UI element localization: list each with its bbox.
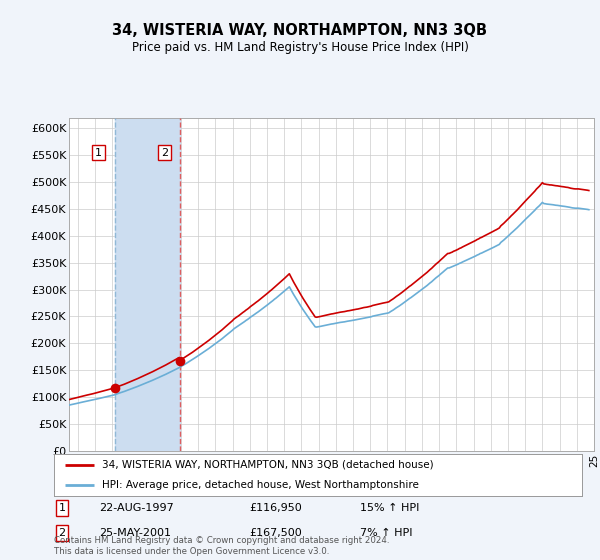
Text: 2: 2 [58, 528, 65, 538]
Text: 1: 1 [95, 147, 102, 157]
Text: Price paid vs. HM Land Registry's House Price Index (HPI): Price paid vs. HM Land Registry's House … [131, 41, 469, 54]
Text: 1: 1 [58, 503, 65, 513]
Text: 25-MAY-2001: 25-MAY-2001 [99, 528, 171, 538]
Text: £167,500: £167,500 [250, 528, 302, 538]
Text: 7% ↑ HPI: 7% ↑ HPI [360, 528, 413, 538]
Text: £116,950: £116,950 [250, 503, 302, 513]
Text: 22-AUG-1997: 22-AUG-1997 [99, 503, 173, 513]
Text: 2: 2 [161, 147, 168, 157]
Text: Contains HM Land Registry data © Crown copyright and database right 2024.
This d: Contains HM Land Registry data © Crown c… [54, 536, 389, 556]
Text: 34, WISTERIA WAY, NORTHAMPTON, NN3 3QB: 34, WISTERIA WAY, NORTHAMPTON, NN3 3QB [113, 24, 487, 38]
Text: 15% ↑ HPI: 15% ↑ HPI [360, 503, 419, 513]
Bar [115, 118, 179, 451]
Text: HPI: Average price, detached house, West Northamptonshire: HPI: Average price, detached house, West… [101, 480, 418, 490]
Text: 34, WISTERIA WAY, NORTHAMPTON, NN3 3QB (detached house): 34, WISTERIA WAY, NORTHAMPTON, NN3 3QB (… [101, 460, 433, 470]
